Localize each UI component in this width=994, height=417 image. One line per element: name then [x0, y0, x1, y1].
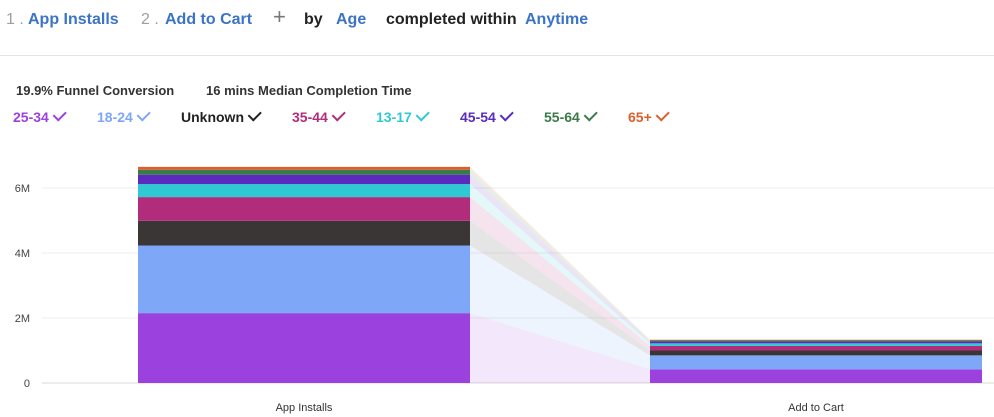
legend-label: 35-44 — [292, 109, 328, 125]
median-completion-time: 16 mins Median Completion Time — [206, 83, 412, 98]
flow-35-44 — [470, 197, 650, 351]
legend-item-unknown[interactable]: Unknown — [181, 107, 262, 125]
x-tick-label: App Installs — [276, 402, 333, 414]
legend-item-18-24[interactable]: 18-24 — [97, 107, 151, 125]
bar-segment-55-64[interactable] — [138, 169, 470, 175]
bar-segment-25-34[interactable] — [650, 369, 982, 383]
check-icon — [331, 107, 346, 122]
conversion-window[interactable]: Anytime — [525, 11, 589, 28]
bar-segment-13-17[interactable] — [138, 184, 470, 198]
bar-segment-Unknown[interactable] — [650, 350, 982, 356]
bar-segment-55-64[interactable] — [650, 340, 982, 342]
bar-segment-Unknown[interactable] — [138, 220, 470, 246]
flow-25-34 — [470, 313, 650, 383]
check-icon — [52, 107, 67, 122]
flow-45-54 — [470, 174, 650, 344]
check-icon — [655, 107, 670, 122]
check-icon — [583, 107, 598, 122]
check-icon — [415, 107, 430, 122]
step-1-number: 1 . — [6, 11, 24, 28]
query-bar: 1 . App Installs 2 . Add to Cart + by Ag… — [0, 0, 994, 56]
flow-55-64 — [470, 169, 650, 342]
y-tick-label: 6M — [15, 183, 30, 195]
flow-13-17 — [470, 184, 650, 346]
check-icon — [247, 107, 262, 122]
legend-item-25-34[interactable]: 25-34 — [13, 107, 67, 125]
legend-item-45-54[interactable]: 45-54 — [460, 107, 514, 125]
legend-label: 65+ — [628, 109, 652, 125]
legend-item-65-plus[interactable]: 65+ — [628, 107, 670, 125]
add-step-icon[interactable]: + — [273, 4, 286, 29]
funnel-chart: 0 2M 4M 6M App Installs Add to Cart — [15, 166, 994, 414]
flow-18-24 — [470, 245, 650, 370]
legend-label: 18-24 — [97, 109, 133, 125]
bar-segment-35-44[interactable] — [138, 197, 470, 221]
by-label: by — [304, 11, 323, 28]
bar-segment-65+[interactable] — [650, 339, 982, 341]
funnel-conversion: 19.9% Funnel Conversion — [16, 83, 175, 98]
y-tick-label: 4M — [15, 248, 30, 260]
flow-65+ — [470, 166, 650, 341]
step-2-number: 2 . — [141, 11, 159, 28]
legend-label: Unknown — [181, 109, 244, 125]
breakdown-property[interactable]: Age — [336, 11, 367, 28]
bar-segment-45-54[interactable] — [138, 174, 470, 185]
completed-within-label: completed within — [386, 11, 517, 28]
bar-segment-13-17[interactable] — [650, 343, 982, 346]
legend-item-13-17[interactable]: 13-17 — [376, 107, 430, 125]
flow-Unknown — [470, 220, 650, 356]
legend-label: 55-64 — [544, 109, 580, 125]
step-1-event[interactable]: App Installs — [28, 11, 119, 28]
legend-item-55-64[interactable]: 55-64 — [544, 107, 598, 125]
check-icon — [136, 107, 151, 122]
step-2-event[interactable]: Add to Cart — [165, 11, 253, 28]
y-tick-label: 2M — [15, 313, 30, 325]
bar-segment-25-34[interactable] — [138, 313, 470, 383]
bar-segment-35-44[interactable] — [650, 345, 982, 351]
legend-item-35-44[interactable]: 35-44 — [292, 107, 346, 125]
bar-segment-18-24[interactable] — [138, 245, 470, 314]
legend-label: 45-54 — [460, 109, 496, 125]
legend-label: 25-34 — [13, 109, 49, 125]
bar-segment-65+[interactable] — [138, 166, 470, 170]
x-tick-label: Add to Cart — [788, 402, 844, 414]
bar-segment-18-24[interactable] — [650, 355, 982, 370]
legend-label: 13-17 — [376, 109, 412, 125]
bar-segment-45-54[interactable] — [650, 341, 982, 344]
check-icon — [499, 107, 514, 122]
y-tick-label: 0 — [24, 378, 30, 390]
